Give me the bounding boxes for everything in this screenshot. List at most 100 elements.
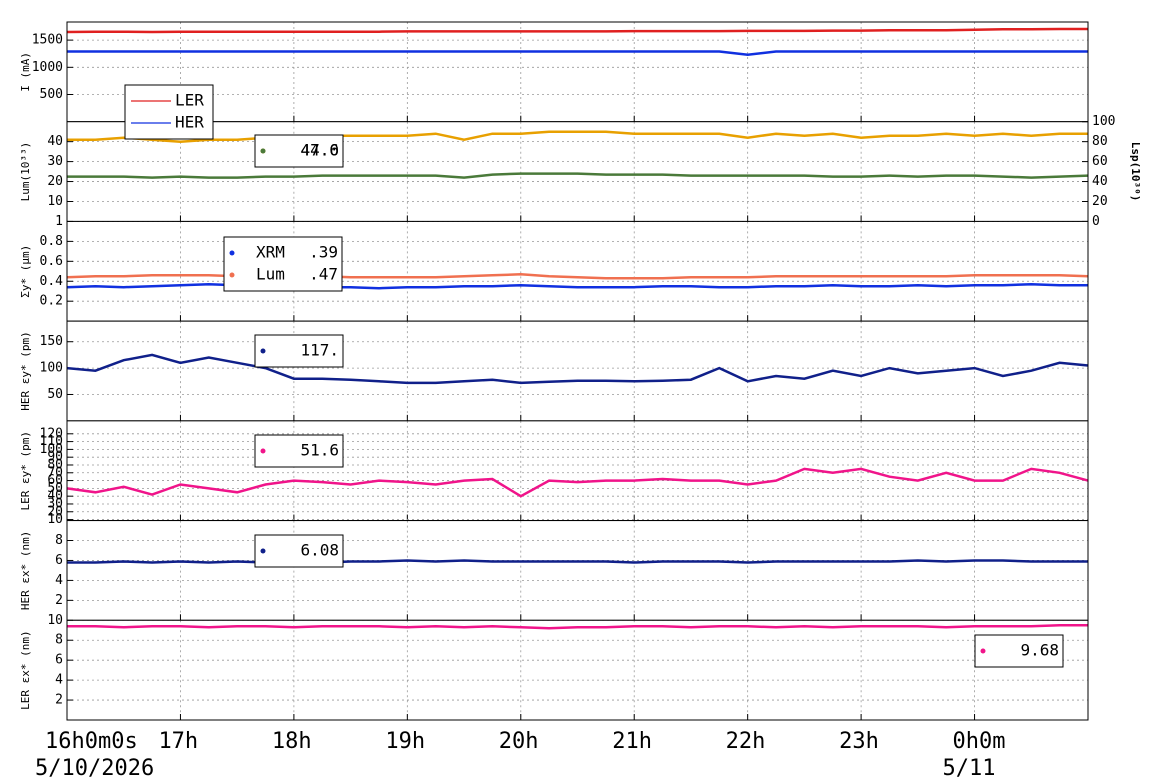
plot-area (67, 620, 1088, 720)
y-axis-label: I (mA) (19, 52, 32, 92)
legend-box (974, 634, 1064, 668)
series-line (67, 172, 1089, 179)
legend-box (124, 84, 214, 140)
legend-label: HER (175, 113, 204, 132)
y-tick-label: 0.8 (40, 234, 63, 249)
legend-label: XRM (256, 243, 285, 262)
readout-value: 117. (300, 341, 339, 360)
readout-value: 47.6 (300, 141, 339, 160)
x-tick-label: 0h0m (953, 729, 1006, 754)
series-line (67, 624, 1088, 630)
y-tick-label: 30 (47, 496, 63, 511)
y2-tick-label: 20 (1092, 194, 1108, 209)
y2-tick-label: 60 (1092, 154, 1108, 169)
y-axis-label: LER εx* (nm) (19, 630, 32, 709)
y-tick-label: 40 (47, 134, 63, 149)
y-tick-label: 1000 (32, 60, 63, 75)
readout-value: 44.0 (300, 141, 339, 160)
y-tick-label: 20 (47, 504, 63, 519)
readout-value: 6.08 (300, 541, 339, 560)
y-tick-label: 1500 (32, 33, 63, 48)
plot-frame (66, 619, 1089, 721)
x-tick-label: 21h (612, 729, 652, 754)
y-axis-label: HER εy* (pm) (19, 331, 32, 410)
y-tick-label: 100 (40, 442, 63, 457)
legend-marker (260, 348, 266, 354)
series-line (66, 353, 1089, 385)
y-tick-label: 70 (47, 465, 63, 480)
legend-marker (260, 548, 266, 554)
y-tick-label: 100 (40, 361, 63, 376)
y-tick-label: 0.6 (40, 254, 63, 269)
y-tick-label: 2 (55, 693, 63, 708)
x-tick-label: 16h0m0s (45, 729, 138, 754)
y-tick-label: 1 (55, 214, 63, 229)
y-tick-label: 500 (40, 87, 63, 102)
plot-area (67, 221, 1088, 322)
legend-marker (260, 448, 266, 454)
y2-tick-label: 40 (1092, 174, 1108, 189)
plot-area (67, 321, 1088, 421)
y-tick-label: 2 (55, 593, 63, 608)
y-tick-label: 150 (40, 334, 63, 349)
y2-tick-label: 0 (1092, 214, 1100, 229)
legend-marker (229, 272, 235, 278)
y-tick-label: 10 (47, 512, 63, 527)
series-line (66, 467, 1089, 498)
y2-axis-label: Lsp(10³⁰) (1129, 142, 1142, 202)
plot-area (67, 420, 1088, 521)
x-tick-label: 23h (839, 729, 879, 754)
date-label: 5/10/2026 (35, 756, 154, 781)
y2-tick-label: 80 (1092, 134, 1108, 149)
legend-marker (229, 250, 235, 256)
y-tick-label: 30 (47, 154, 63, 169)
y-tick-label: 4 (55, 673, 63, 688)
y-tick-label: 60 (47, 473, 63, 488)
y-tick-label: 0.4 (40, 274, 64, 289)
y-tick-label: 120 (40, 426, 63, 441)
y-tick-label: 4 (55, 573, 63, 588)
readout-value: .47 (309, 265, 338, 284)
series-line (67, 130, 1088, 143)
y-axis-label: Σy* (μm) (19, 245, 32, 298)
y-tick-label: 10 (47, 613, 63, 628)
y-tick-label: 8 (55, 633, 63, 648)
x-tick-label: 20h (499, 729, 539, 754)
y-axis-label: HER εx* (nm) (19, 531, 32, 610)
readout-value: 9.68 (1020, 641, 1059, 660)
legend-box (254, 134, 344, 168)
series-line (67, 559, 1088, 564)
plot-area (67, 22, 1088, 122)
x-tick-label: 17h (158, 729, 198, 754)
plot-area (67, 520, 1088, 621)
readout-value: .39 (309, 243, 338, 262)
y2-tick-label: 100 (1092, 114, 1115, 129)
y-tick-label: 8 (55, 533, 63, 548)
y-tick-label: 50 (47, 481, 63, 496)
y-tick-label: 6 (55, 653, 63, 668)
legend-label: LER (175, 91, 204, 110)
y-axis-label: LER εy* (pm) (19, 431, 32, 510)
legend-label: Lum (256, 265, 285, 284)
legend-box (254, 534, 344, 568)
readout-value: 51.6 (300, 441, 339, 460)
date-label: 5/11 (943, 756, 996, 781)
series-line (67, 50, 1088, 57)
legend-box (254, 334, 344, 368)
y-tick-label: 20 (47, 174, 63, 189)
legend-marker (260, 148, 266, 154)
legend-box (254, 434, 344, 468)
x-tick-label: 22h (726, 729, 766, 754)
y-tick-label: 40 (47, 489, 63, 504)
legend-marker (980, 648, 986, 654)
legend-box (223, 236, 343, 292)
series-line (66, 27, 1088, 34)
y-tick-label: 110 (40, 434, 63, 449)
y-tick-label: 80 (47, 457, 63, 472)
y-tick-label: 6 (55, 553, 63, 568)
x-tick-label: 19h (385, 729, 425, 754)
x-tick-label: 18h (272, 729, 312, 754)
y-axis-label: Lum(10³³) (19, 142, 32, 202)
plot-area (67, 121, 1088, 222)
